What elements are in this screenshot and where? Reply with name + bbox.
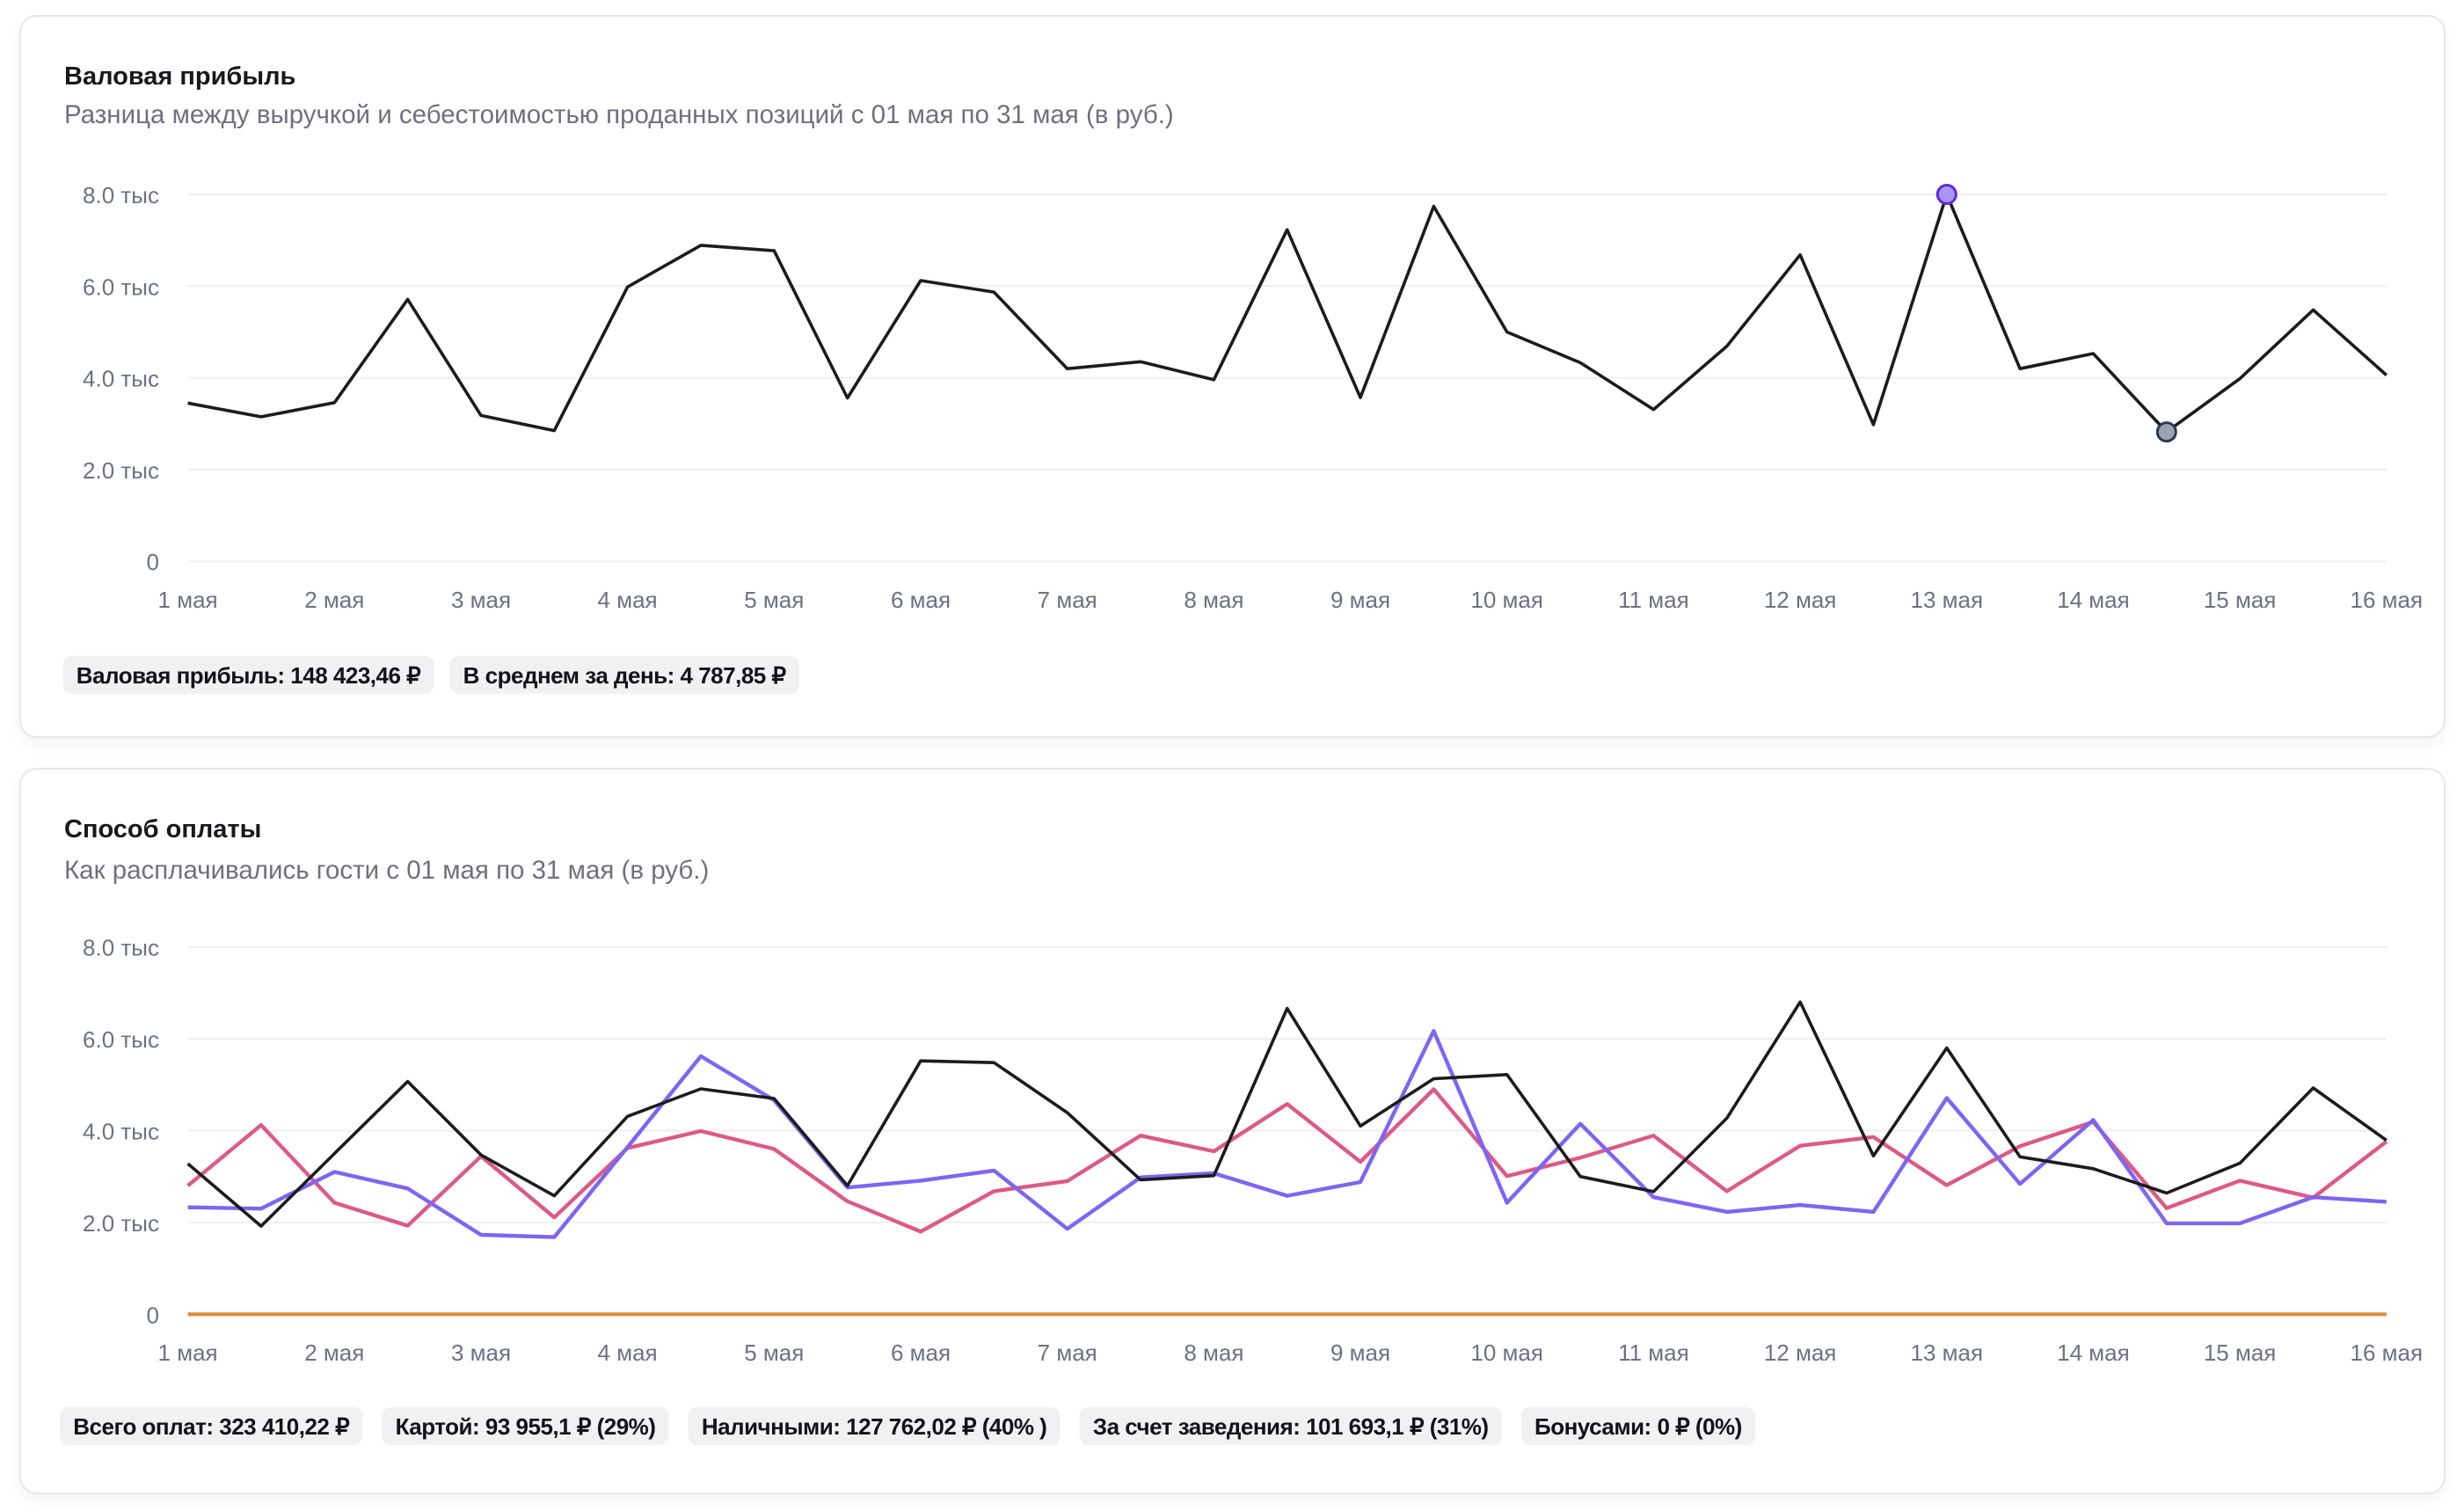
svg-text:4.0 тыс: 4.0 тыс: [83, 1119, 159, 1145]
svg-text:15 мая: 15 мая: [2204, 1339, 2277, 1366]
svg-text:4.0 тыс: 4.0 тыс: [83, 366, 159, 392]
svg-text:6.0 тыс: 6.0 тыс: [83, 1026, 159, 1053]
svg-text:4 мая: 4 мая: [598, 587, 658, 613]
svg-text:2.0 тыс: 2.0 тыс: [83, 457, 159, 484]
svg-text:Валовая прибыль: 148 423,46 ₽: Валовая прибыль: 148 423,46 ₽: [77, 662, 421, 689]
svg-text:8 мая: 8 мая: [1184, 1339, 1243, 1366]
svg-text:12 мая: 12 мая: [1764, 587, 1837, 613]
svg-text:Валовая прибыль: Валовая прибыль: [64, 62, 295, 91]
svg-text:0: 0: [147, 1302, 159, 1328]
svg-text:14 мая: 14 мая: [2057, 1339, 2130, 1366]
svg-text:8 мая: 8 мая: [1184, 587, 1243, 613]
svg-text:4 мая: 4 мая: [598, 1339, 658, 1366]
svg-text:8.0 тыс: 8.0 тыс: [83, 935, 159, 961]
svg-text:16 мая: 16 мая: [2351, 587, 2424, 613]
svg-text:Способ оплаты: Способ оплаты: [64, 815, 261, 843]
svg-text:6 мая: 6 мая: [891, 587, 951, 613]
svg-text:15 мая: 15 мая: [2204, 587, 2277, 613]
svg-text:В среднем за день: 4 787,85 ₽: В среднем за день: 4 787,85 ₽: [463, 662, 787, 689]
svg-text:13 мая: 13 мая: [1911, 1339, 1984, 1366]
svg-text:6 мая: 6 мая: [891, 1339, 951, 1366]
svg-text:3 мая: 3 мая: [451, 587, 511, 613]
svg-text:1 мая: 1 мая: [158, 1339, 218, 1366]
svg-text:Картой: 93 955,1 ₽ (29%): Картой: 93 955,1 ₽ (29%): [396, 1413, 656, 1440]
svg-text:13 мая: 13 мая: [1911, 587, 1984, 613]
svg-text:Как расплачивались гости с 01: Как расплачивались гости с 01 мая по 31 …: [64, 856, 709, 885]
svg-text:9 мая: 9 мая: [1330, 1339, 1390, 1366]
svg-text:5 мая: 5 мая: [744, 587, 804, 613]
svg-text:2.0 тыс: 2.0 тыс: [83, 1210, 159, 1237]
svg-text:6.0 тыс: 6.0 тыс: [83, 274, 159, 300]
svg-text:Всего оплат: 323 410,22 ₽: Всего оплат: 323 410,22 ₽: [73, 1413, 350, 1440]
svg-text:7 мая: 7 мая: [1038, 587, 1097, 613]
svg-text:8.0 тыс: 8.0 тыс: [83, 182, 159, 208]
svg-text:1 мая: 1 мая: [158, 587, 218, 613]
svg-text:9 мая: 9 мая: [1330, 587, 1390, 613]
svg-text:Бонусами: 0 ₽ (0%): Бонусами: 0 ₽ (0%): [1535, 1413, 1742, 1440]
svg-text:10 мая: 10 мая: [1470, 587, 1543, 613]
svg-text:2 мая: 2 мая: [304, 1339, 364, 1366]
svg-text:12 мая: 12 мая: [1764, 1339, 1837, 1366]
svg-text:7 мая: 7 мая: [1038, 1339, 1097, 1366]
svg-text:За счет заведения: 101 693,1 ₽: За счет заведения: 101 693,1 ₽ (31%): [1093, 1413, 1489, 1440]
svg-text:14 мая: 14 мая: [2057, 587, 2130, 613]
svg-text:2 мая: 2 мая: [304, 587, 364, 613]
svg-text:16 мая: 16 мая: [2351, 1339, 2424, 1366]
svg-text:10 мая: 10 мая: [1470, 1339, 1543, 1366]
svg-text:11 мая: 11 мая: [1618, 587, 1689, 613]
svg-text:3 мая: 3 мая: [451, 1339, 511, 1366]
svg-text:Наличными: 127 762,02 ₽ (40% ): Наличными: 127 762,02 ₽ (40% ): [702, 1413, 1047, 1440]
svg-text:Разница между выручкой и себес: Разница между выручкой и себестоимостью …: [64, 100, 1174, 129]
svg-text:11 мая: 11 мая: [1618, 1339, 1689, 1366]
svg-text:5 мая: 5 мая: [744, 1339, 804, 1366]
svg-text:0: 0: [147, 549, 159, 575]
